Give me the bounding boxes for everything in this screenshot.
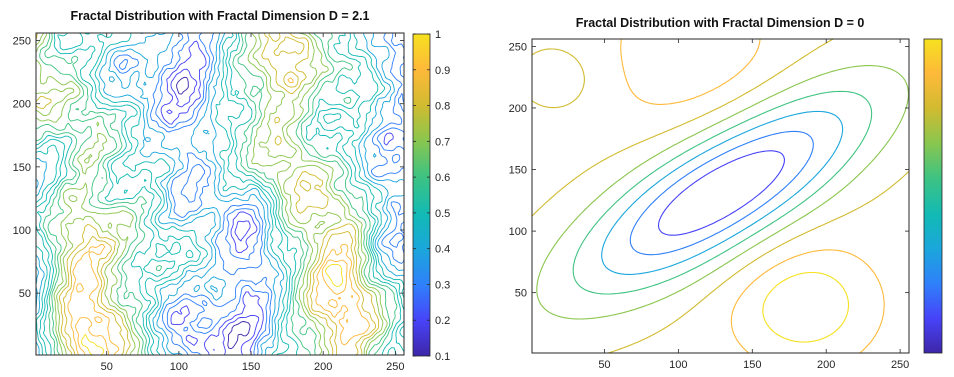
x-tick-label: 200 — [817, 359, 835, 371]
y-tick-label: 150 — [509, 165, 527, 177]
contour-line — [36, 33, 404, 355]
y-tick-label: 200 — [13, 99, 31, 111]
chart-2-axes-frame — [531, 38, 910, 354]
y-tick-label: 250 — [509, 41, 527, 53]
y-tick-label: 50 — [19, 288, 31, 300]
contour-line — [36, 33, 388, 355]
x-tick-label: 150 — [242, 361, 260, 373]
colorbar-tick-label: 0.6 — [435, 172, 450, 184]
x-tick-label: 50 — [101, 361, 113, 373]
y-tick-label: 50 — [515, 288, 527, 300]
colorbar-tick-label: 0.4 — [435, 244, 450, 256]
x-tick-label: 250 — [891, 359, 909, 371]
y-tick-label: 100 — [509, 226, 527, 238]
colorbar-tick-label: 0.8 — [435, 101, 450, 113]
chart-2-contour-lines — [532, 39, 909, 353]
contour-line — [36, 33, 404, 355]
contour-line — [119, 33, 404, 355]
colorbar-tick-label: 0.5 — [435, 208, 450, 220]
colorbar-tick-label: 0.2 — [435, 315, 450, 327]
contour-line — [62, 36, 377, 355]
contour-line — [620, 39, 885, 353]
contour-line — [629, 130, 814, 256]
chart-1: Fractal Distribution with Fractal Dimens… — [13, 9, 451, 373]
y-tick-label: 250 — [13, 36, 31, 48]
x-tick-label: 250 — [386, 361, 404, 373]
colorbar-tick-label: 0.9 — [435, 65, 450, 77]
chart-1-contour-lines — [36, 33, 404, 355]
contour-line — [536, 65, 909, 320]
contour-line — [81, 263, 344, 355]
contour-line — [36, 33, 380, 355]
contour-line — [166, 68, 260, 355]
contour-line — [36, 33, 391, 355]
y-tick-label: 150 — [13, 162, 31, 174]
contour-line — [160, 40, 394, 355]
contour-line — [36, 33, 398, 355]
chart-2-ticks: 50 100 150 200 250 50 100 150 200 250 — [509, 39, 909, 371]
x-tick-label: 200 — [314, 361, 332, 373]
chart-1-axes-frame — [35, 32, 405, 356]
contour-line — [176, 76, 251, 350]
contour-line — [657, 150, 786, 236]
x-tick-label: 150 — [743, 359, 761, 371]
contour-line — [36, 33, 404, 355]
contour-line — [36, 33, 384, 355]
x-tick-label: 100 — [170, 361, 188, 373]
x-tick-label: 100 — [669, 359, 687, 371]
colorbar-tick-label: 0.1 — [435, 351, 450, 363]
contour-line — [572, 90, 873, 295]
chart-2-colorbar — [923, 38, 943, 354]
y-tick-label: 200 — [509, 103, 527, 115]
x-tick-label: 50 — [598, 359, 610, 371]
chart-1-colorbar-ticks: 0.1 0.2 0.3 0.4 0.5 0.6 0.7 0.8 0.9 1 — [413, 29, 450, 363]
contour-line — [762, 271, 850, 343]
chart-2-title: Fractal Distribution with Fractal Dimens… — [576, 16, 865, 30]
contour-line — [75, 259, 354, 355]
contour-line — [36, 33, 404, 355]
chart-1-title: Fractal Distribution with Fractal Dimens… — [70, 9, 369, 23]
colorbar-tick-label: 1 — [435, 29, 441, 41]
contour-line — [601, 110, 844, 275]
contour-line — [113, 33, 404, 355]
chart-1-ticks: 50 100 150 200 250 50 100 150 200 250 — [13, 33, 405, 373]
chart-1-colorbar — [412, 33, 431, 357]
colorbar-tick-label: 0.7 — [435, 136, 450, 148]
y-tick-label: 100 — [13, 225, 31, 237]
contour-line — [67, 77, 371, 355]
colorbar-tick-label: 0.3 — [435, 279, 450, 291]
chart-2: Fractal Distribution with Fractal Dimens… — [509, 16, 943, 371]
contour-line — [36, 33, 402, 355]
